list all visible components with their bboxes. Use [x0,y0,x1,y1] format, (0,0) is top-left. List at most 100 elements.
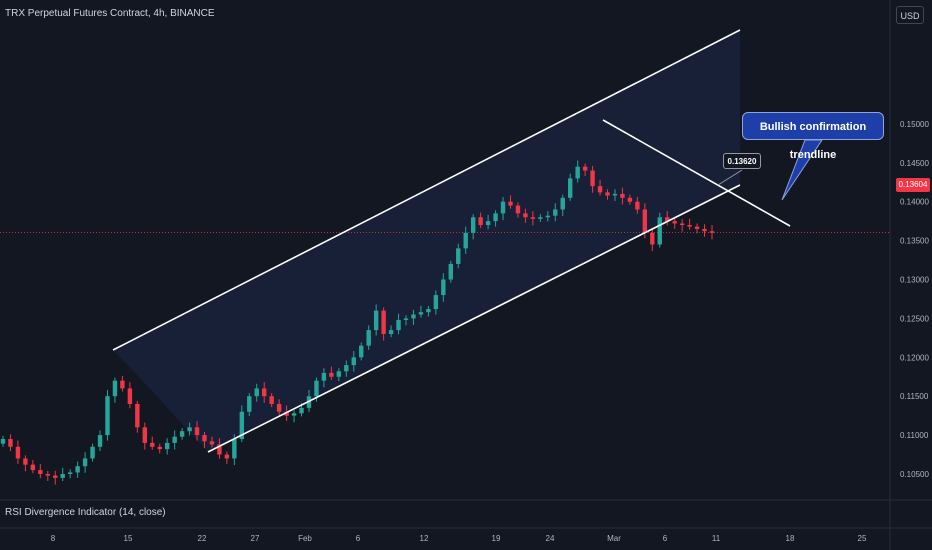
candle-body [650,232,655,245]
descending-trendline [602,119,791,227]
candle-body [299,407,304,414]
last-price-tag: 0.13604 [896,178,930,192]
candle-body [538,217,543,219]
candle-body [568,178,573,198]
candle-body [97,435,103,447]
candle-body [120,380,125,389]
candle-body [612,193,618,196]
candle-body [82,458,88,467]
y-tick-label: 0.11500 [900,392,929,401]
candle-body [373,310,379,331]
candle-body [15,446,21,459]
candle-body [157,446,162,450]
candle-body [418,312,424,315]
x-tick-label: 15 [124,534,133,543]
x-tick-label: 19 [492,534,501,543]
candle-body [545,215,551,218]
x-tick-label: Feb [298,534,312,543]
candle-body [687,225,692,227]
y-tick-label: 0.12500 [900,314,929,323]
candle-body [30,464,36,471]
candle-body [582,166,588,171]
callout-annotation[interactable]: Bullish confirmation trendline [742,112,884,161]
x-tick-label: 22 [198,534,207,543]
candle-body [172,436,177,443]
candle-body [112,380,118,397]
candle-body [627,197,633,202]
candle-body [366,330,371,346]
candle-body [269,396,274,404]
candle-body [411,314,416,319]
candle-body [194,427,200,436]
candle-body [560,197,565,210]
candle-body [135,403,140,428]
candle-body [45,474,50,476]
candle-body [396,319,401,331]
candle-body [67,472,73,474]
candle-body [284,411,289,416]
candle-body [679,223,685,226]
candle-body [105,396,110,436]
candle-body [485,221,491,226]
candle-body [590,170,595,187]
candle-body [523,213,528,218]
candle-body [8,438,13,447]
candle-body [164,442,170,450]
x-tick-label: 27 [251,534,260,543]
candle-body [426,309,431,313]
candle-body [597,186,603,193]
price-marker-label: 0.13620 [723,153,761,169]
candle-body [239,411,245,439]
candle-body [329,372,334,377]
candle-body [463,232,468,249]
candle-body [314,380,319,397]
candle-body [142,427,147,443]
candle-body [635,201,640,210]
candle-body [448,263,453,280]
candle-body [665,217,670,222]
candle-body [90,446,95,459]
candle-body [657,217,662,245]
x-tick-label: 25 [858,534,867,543]
y-tick-label: 0.10500 [900,470,929,479]
candle-body [150,442,155,447]
candle-body [515,205,521,214]
candle-body [209,441,215,445]
x-tick-label: 24 [546,534,555,543]
candle-body [508,201,513,206]
indicator-label[interactable]: RSI Divergence Indicator (14, close) [5,507,166,518]
candle-body [493,213,498,222]
candle-body [620,193,625,198]
candle-body [575,166,580,179]
candle-body [553,209,558,216]
y-tick-label: 0.15000 [900,120,929,129]
x-tick-label: 8 [51,534,56,543]
y-tick-label: 0.12000 [900,353,929,362]
candle-body [500,201,506,214]
candle-body [456,248,461,264]
candle-body [403,318,409,320]
candle-body [187,427,192,432]
channel-lower-line [207,184,741,453]
currency-button[interactable]: USD [896,6,924,24]
candle-body [642,209,648,233]
candle-body [709,231,715,233]
x-tick-label: 6 [356,534,361,543]
candle-body [672,221,677,224]
candle-body [0,438,6,444]
y-tick-label: 0.14500 [900,159,929,168]
y-tick-label: 0.13000 [900,276,929,285]
x-tick-label: 12 [420,534,429,543]
candle-body [247,396,252,412]
candle-body [127,388,133,404]
channel-upper-line [112,29,741,351]
marker-pointer [717,169,743,186]
candle-body [254,388,259,397]
x-tick-label: 18 [786,534,795,543]
chart-title: TRX Perpetual Futures Contract, 4h, BINA… [5,8,215,19]
callout-tail [781,139,823,201]
channel-fill [113,30,740,452]
candle-body [179,431,185,437]
y-tick-label: 0.13500 [900,237,929,246]
